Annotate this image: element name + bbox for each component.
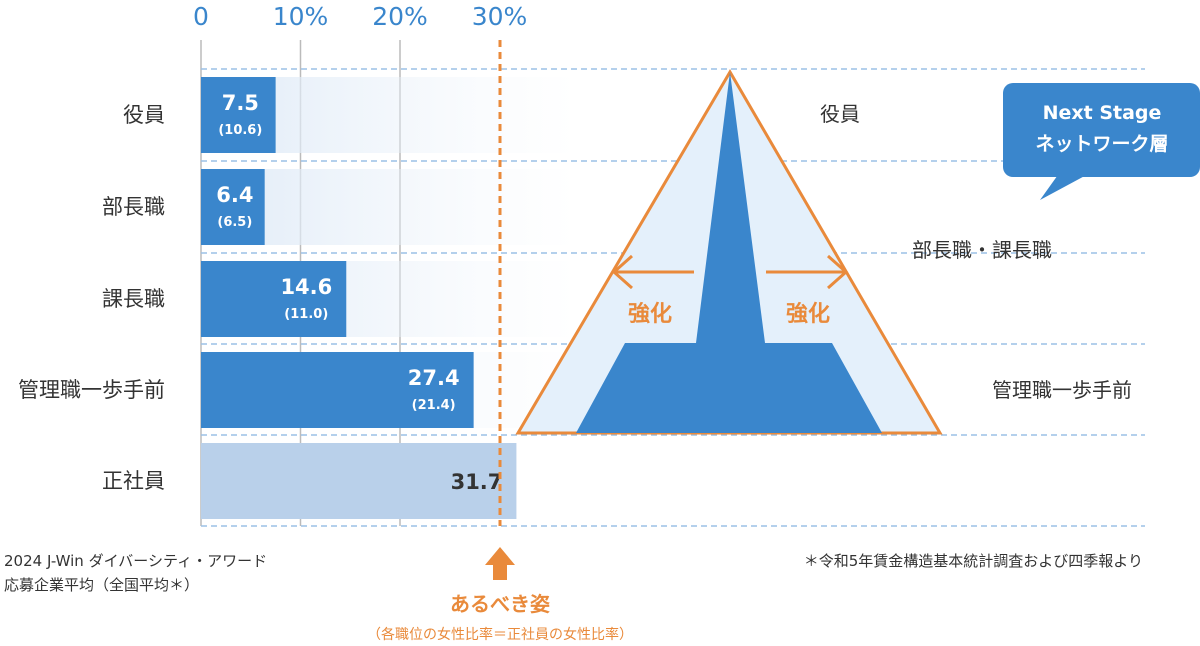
- bars: 役員 7.5 (10.6) 部長職 6.4 (6.5) 課長職 14.6 (11.0) 管理職一歩…: [18, 77, 577, 519]
- pyramid: 強化 強化: [515, 69, 943, 435]
- category-label: 役員: [123, 103, 165, 127]
- target-arrow-icon: [485, 547, 515, 580]
- strengthen-arrow-left: [611, 254, 694, 290]
- bar: [201, 169, 265, 245]
- bar: [201, 77, 276, 153]
- bar-value-label: 14.6: [280, 275, 332, 299]
- strengthen-label-left: 強化: [628, 301, 672, 327]
- bar-secondary-label: (6.5): [217, 215, 252, 230]
- pyramid-level-managers: 部長職・課長職: [912, 238, 1052, 262]
- next-stage-bubble: Next Stage ネットワーク層: [1003, 83, 1200, 200]
- category-label: 課長職: [102, 287, 165, 311]
- note-right: ＊令和5年賃金構造基本統計調査および四季報より: [804, 552, 1143, 570]
- category-label: 管理職一歩手前: [18, 378, 165, 402]
- x-axis-ticks: 0 10% 20% 30%: [193, 2, 527, 31]
- note-left-line-1: 2024 J-Win ダイバーシティ・アワード: [4, 552, 267, 570]
- category-label: 部長職: [102, 195, 165, 219]
- bar-value-label: 27.4: [408, 366, 460, 390]
- pyramid-core: [576, 72, 882, 433]
- pyramid-level-pre-manager: 管理職一歩手前: [992, 378, 1132, 402]
- target-sublabel: （各職位の女性比率＝正社員の女性比率）: [367, 626, 633, 643]
- bar-secondary-label: (21.4): [412, 398, 456, 413]
- note-left-line-2: 応募企業平均（全国平均＊）: [4, 576, 199, 594]
- bar-value-label: 31.7: [451, 470, 503, 494]
- x-tick-label: 30%: [472, 2, 528, 31]
- bar-secondary-label: (11.0): [284, 307, 328, 322]
- target-label: あるべき姿: [450, 592, 550, 616]
- bubble-line-2: ネットワーク層: [1035, 133, 1168, 155]
- bar-value-label: 6.4: [216, 183, 253, 207]
- strengthen-arrow-right: [766, 254, 849, 290]
- pyramid-level-executive: 役員: [820, 102, 860, 126]
- bar: [201, 261, 347, 337]
- category-label: 正社員: [102, 469, 165, 493]
- bar-value-label: 7.5: [222, 91, 259, 115]
- bar: [201, 352, 474, 428]
- strengthen-label-right: 強化: [786, 301, 830, 327]
- bar-secondary-label: (10.6): [218, 123, 262, 138]
- bar: [201, 443, 517, 519]
- x-tick-label: 0: [193, 2, 209, 31]
- x-tick-label: 10%: [273, 2, 329, 31]
- x-tick-label: 20%: [372, 2, 428, 31]
- bubble-line-1: Next Stage: [1043, 102, 1162, 124]
